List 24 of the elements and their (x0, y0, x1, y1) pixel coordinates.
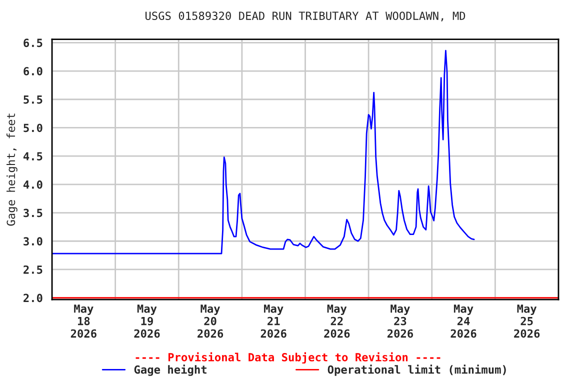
chart-title: USGS 01589320 DEAD RUN TRIBUTARY AT WOODLAWN, MD (146, 12, 466, 22)
y-tick-label: 3.5 (24, 208, 42, 218)
legend-label: Gage height (134, 364, 206, 376)
y-tick-label: 2.0 (24, 294, 42, 302)
y-tick-label: 5.0 (24, 124, 42, 132)
line-series (52, 50, 475, 254)
x-tick-label: May 21 2026 (260, 304, 286, 338)
y-tick-label: 3.0 (24, 237, 42, 246)
text: ---- Provisional Data Subject to Revision ---- (136, 352, 440, 364)
y-tick-label: 6.0 (24, 67, 42, 76)
x-tick-label: May 25 2026 (514, 304, 540, 338)
y-tick-label: 4.0 (23, 180, 42, 189)
x-tick-label: May 22 2026 (324, 304, 350, 338)
x-tick-label: May 24 2026 (450, 304, 476, 338)
y-tick-label: 5.5 (24, 96, 42, 104)
y-tick-label: 4.5 (23, 152, 42, 160)
x-tick-label: May 23 2026 (387, 304, 413, 338)
x-tick-label: May 18 2026 (70, 304, 96, 338)
y-tick-label: 6.5 (24, 38, 42, 48)
y-tick-label: 2.5 (24, 265, 42, 274)
legend-label: Operational limit (minimum) (328, 364, 506, 376)
y-axis-title: Gage height, feet (6, 114, 18, 226)
x-tick-label: May 19 2026 (134, 304, 160, 338)
x-tick-label: May 20 2026 (198, 304, 224, 338)
